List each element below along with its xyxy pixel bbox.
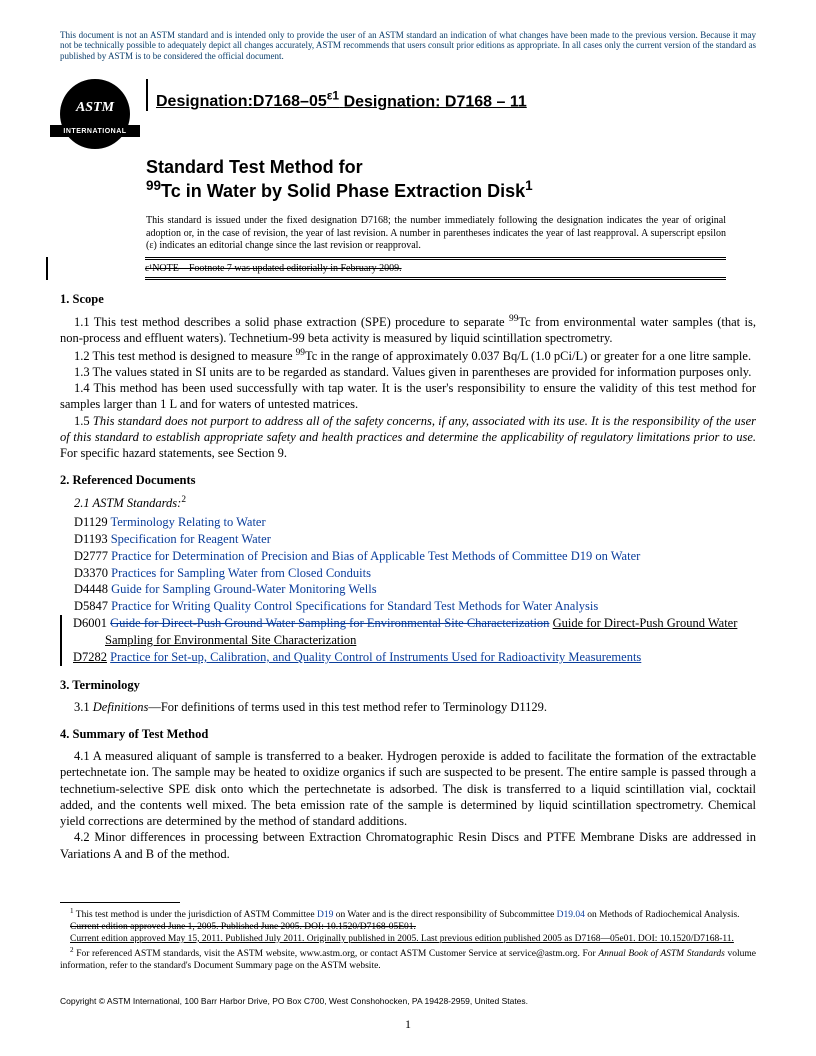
para-2-1: 2.1 ASTM Standards:2 bbox=[60, 494, 756, 511]
ref-item: D4448 Guide for Sampling Ground-Water Mo… bbox=[74, 581, 756, 598]
issuance-note: This standard is issued under the fixed … bbox=[146, 215, 756, 253]
ref-link[interactable]: Terminology Relating to Water bbox=[110, 515, 265, 529]
ref-item-d6001: D6001 Guide for Direct-Push Ground Water… bbox=[73, 615, 756, 649]
ref-link[interactable]: Practice for Determination of Precision … bbox=[111, 549, 640, 563]
ref-link[interactable]: Practices for Sampling Water from Closed… bbox=[111, 566, 371, 580]
copyright-text: Copyright © ASTM International, 100 Barr… bbox=[60, 996, 528, 1006]
ref-item: D1129 Terminology Relating to Water bbox=[74, 514, 756, 531]
title-line2: 99Tc in Water by Solid Phase Extraction … bbox=[146, 178, 756, 202]
designation-line: Designation:D7168–05ε1 Designation: D716… bbox=[156, 79, 527, 111]
para-1-4: 1.4 This method has been used successful… bbox=[60, 380, 756, 413]
ref-link[interactable]: Specification for Reagent Water bbox=[111, 532, 271, 546]
para-4-2: 4.2 Minor differences in processing betw… bbox=[60, 829, 756, 862]
section-1-heading: 1. Scope bbox=[60, 292, 756, 307]
footnote-link[interactable]: D19 bbox=[317, 910, 333, 920]
footnote-1-old: Current edition approved June 1, 2005. P… bbox=[60, 922, 756, 934]
footnotes: 1 This test method is under the jurisdic… bbox=[60, 902, 756, 973]
para-1-1: 1.1 This test method describes a solid p… bbox=[60, 313, 756, 347]
para-4-1: 4.1 A measured aliquant of sample is tra… bbox=[60, 748, 756, 829]
footnote-2: 2 For referenced ASTM standards, visit t… bbox=[60, 946, 756, 973]
section-2-heading: 2. Referenced Documents bbox=[60, 473, 756, 488]
title-block: Standard Test Method for 99Tc in Water b… bbox=[146, 157, 756, 201]
title-line1: Standard Test Method for bbox=[146, 157, 756, 178]
old-designation: Designation:D7168–05ε1 bbox=[156, 93, 344, 110]
footnote-link[interactable]: D19.04 bbox=[557, 910, 585, 920]
astm-logo: ASTM INTERNATIONAL bbox=[60, 79, 130, 149]
header-row: ASTM INTERNATIONAL Designation:D7168–05ε… bbox=[60, 79, 756, 149]
para-3-1: 3.1 Definitions—For definitions of terms… bbox=[60, 699, 756, 715]
referenced-docs-list: D1129 Terminology Relating to Water D119… bbox=[74, 514, 756, 666]
ref-item: D3370 Practices for Sampling Water from … bbox=[74, 565, 756, 582]
para-1-3: 1.3 The values stated in SI units are to… bbox=[60, 364, 756, 380]
ref-item: D1193 Specification for Reagent Water bbox=[74, 531, 756, 548]
ref-item: D2777 Practice for Determination of Prec… bbox=[74, 548, 756, 565]
footnote-1: 1 This test method is under the jurisdic… bbox=[60, 907, 756, 922]
section-3-heading: 3. Terminology bbox=[60, 678, 756, 693]
disclaimer-text: This document is not an ASTM standard an… bbox=[60, 30, 756, 61]
ref-link-old: Guide for Direct-Push Ground Water Sampl… bbox=[110, 616, 549, 630]
ref-item-d7282: D7282 Practice for Set-up, Calibration, … bbox=[73, 649, 756, 666]
editorial-note: ε¹NOTE—Footnote 7 was updated editoriall… bbox=[145, 257, 726, 280]
new-designation: Designation: D7168 – 11 bbox=[344, 93, 527, 110]
page-number: 1 bbox=[0, 1017, 816, 1032]
para-1-5: 1.5 This standard does not purport to ad… bbox=[60, 413, 756, 462]
ref-item: D5847 Practice for Writing Quality Contr… bbox=[74, 598, 756, 615]
para-1-2: 1.2 This test method is designed to meas… bbox=[60, 347, 756, 364]
footnote-1-new: Current edition approved May 15, 2011. P… bbox=[60, 934, 756, 946]
ref-link[interactable]: Guide for Sampling Ground-Water Monitori… bbox=[111, 582, 376, 596]
ref-link[interactable]: Practice for Set-up, Calibration, and Qu… bbox=[110, 650, 641, 664]
ref-link[interactable]: Practice for Writing Quality Control Spe… bbox=[111, 599, 598, 613]
section-4-heading: 4. Summary of Test Method bbox=[60, 727, 756, 742]
